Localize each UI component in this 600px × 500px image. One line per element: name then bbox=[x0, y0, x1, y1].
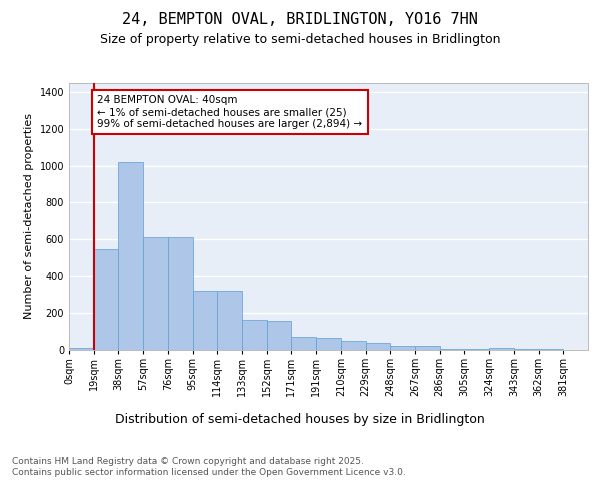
Bar bbox=[143, 238, 168, 350]
Bar bbox=[292, 337, 316, 350]
Bar bbox=[415, 346, 440, 350]
Bar bbox=[217, 291, 242, 350]
Bar bbox=[539, 349, 563, 350]
Text: Size of property relative to semi-detached houses in Bridlington: Size of property relative to semi-detach… bbox=[100, 32, 500, 46]
Text: Distribution of semi-detached houses by size in Bridlington: Distribution of semi-detached houses by … bbox=[115, 412, 485, 426]
Y-axis label: Number of semi-detached properties: Number of semi-detached properties bbox=[24, 114, 34, 320]
Bar bbox=[464, 349, 489, 350]
Text: 24 BEMPTON OVAL: 40sqm
← 1% of semi-detached houses are smaller (25)
99% of semi: 24 BEMPTON OVAL: 40sqm ← 1% of semi-deta… bbox=[97, 96, 362, 128]
Text: Contains HM Land Registry data © Crown copyright and database right 2025.
Contai: Contains HM Land Registry data © Crown c… bbox=[12, 458, 406, 477]
Bar bbox=[193, 291, 217, 350]
Bar bbox=[267, 322, 292, 350]
Bar bbox=[94, 248, 118, 350]
Bar bbox=[390, 346, 415, 350]
Bar bbox=[242, 320, 267, 350]
Bar bbox=[341, 341, 365, 350]
Bar bbox=[489, 348, 514, 350]
Text: 24, BEMPTON OVAL, BRIDLINGTON, YO16 7HN: 24, BEMPTON OVAL, BRIDLINGTON, YO16 7HN bbox=[122, 12, 478, 28]
Bar bbox=[69, 348, 94, 350]
Bar bbox=[440, 349, 464, 350]
Bar bbox=[168, 238, 193, 350]
Bar bbox=[365, 342, 390, 350]
Bar bbox=[316, 338, 341, 350]
Bar bbox=[118, 162, 143, 350]
Bar bbox=[514, 349, 539, 350]
